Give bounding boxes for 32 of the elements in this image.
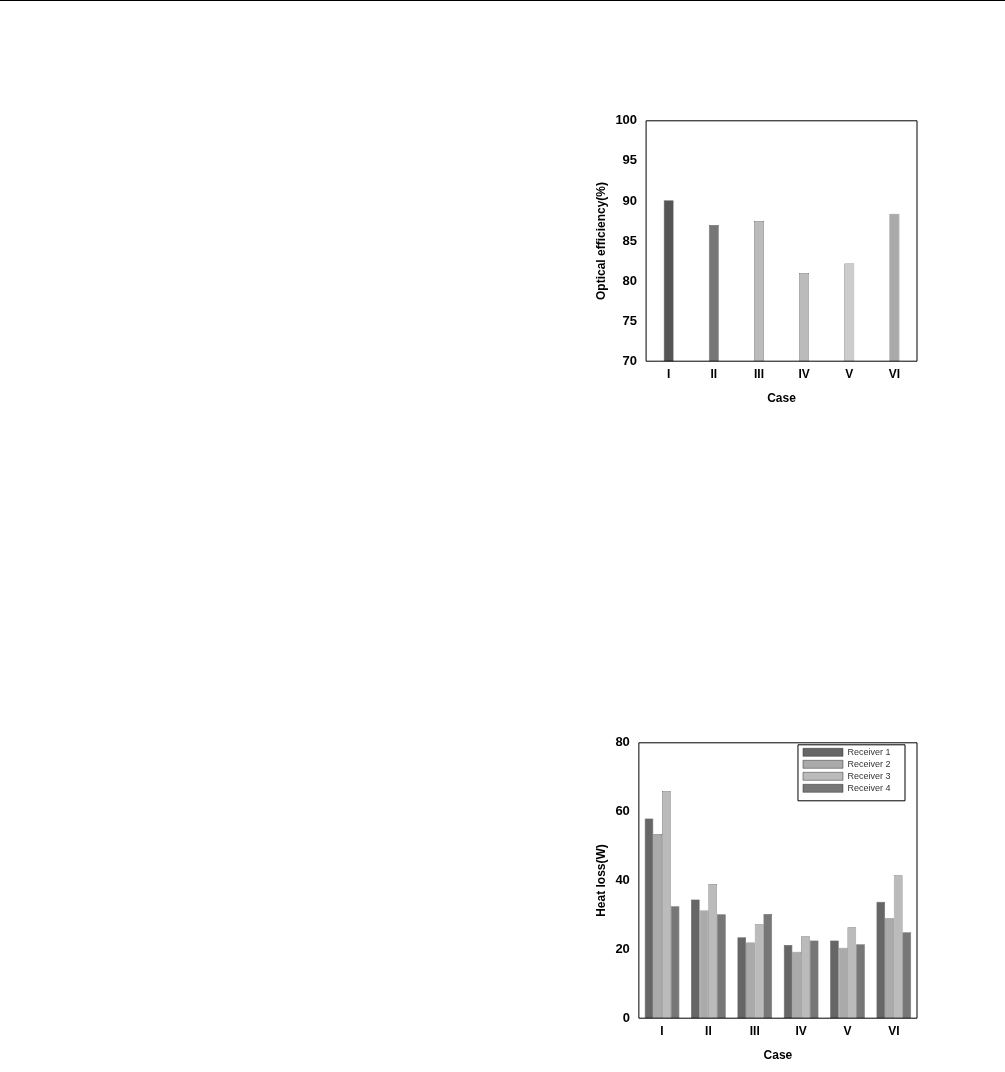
x-tick-label: V (845, 366, 854, 381)
legend-label: Receiver 4 (847, 782, 891, 793)
x-tick-label: IV (795, 1023, 807, 1038)
x-tick-label: II (710, 366, 718, 381)
legend-label: Receiver 3 (847, 770, 891, 781)
y-tick-label: 100 (615, 112, 638, 128)
y-tick-label: 0 (622, 1009, 630, 1025)
y-tick-label: 75 (622, 312, 638, 328)
x-axis-title: Case (767, 391, 797, 406)
y-tick-label: 95 (622, 152, 638, 168)
y-tick-label: 60 (615, 803, 630, 819)
y-axis-title: Heat loss(W) (593, 844, 608, 917)
x-tick-label: IV (798, 366, 810, 381)
x-tick-label: II (705, 1023, 712, 1038)
legend-label: Receiver 1 (847, 746, 891, 757)
x-tick-label: V (843, 1023, 852, 1038)
x-tick-label: III (753, 366, 764, 381)
y-tick-label: 90 (622, 192, 638, 208)
y-tick-label: 20 (615, 940, 630, 956)
y-tick-label: 85 (622, 232, 638, 248)
x-tick-label: I (666, 366, 671, 381)
x-tick-label: VI (888, 366, 901, 381)
x-axis-title: Case (763, 1048, 793, 1063)
y-tick-label: 80 (622, 272, 638, 288)
x-tick-label: III (749, 1023, 760, 1038)
x-tick-label: VI (888, 1023, 900, 1038)
y-axis-title: Optical efficiency(%) (593, 181, 608, 301)
y-tick-label: 70 (622, 352, 638, 368)
y-tick-label: 40 (615, 872, 630, 888)
x-tick-label: I (660, 1023, 664, 1038)
legend-label: Receiver 2 (847, 758, 891, 769)
y-tick-label: 80 (615, 734, 630, 750)
